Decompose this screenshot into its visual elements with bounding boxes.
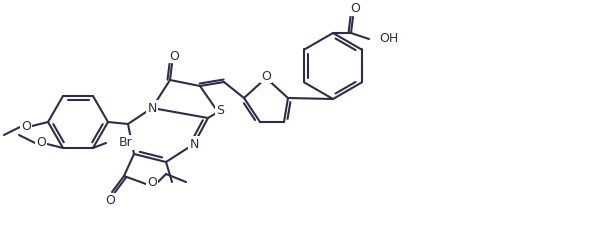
Text: N: N [189, 138, 199, 150]
Text: O: O [105, 193, 115, 206]
Text: O: O [21, 121, 31, 133]
Text: Br: Br [119, 137, 133, 149]
Text: O: O [36, 137, 46, 149]
Text: OH: OH [379, 33, 398, 45]
Text: N: N [148, 102, 156, 115]
Text: O: O [350, 2, 360, 16]
Text: S: S [216, 104, 224, 118]
Text: O: O [261, 69, 271, 82]
Text: O: O [147, 176, 157, 188]
Text: O: O [169, 49, 179, 62]
